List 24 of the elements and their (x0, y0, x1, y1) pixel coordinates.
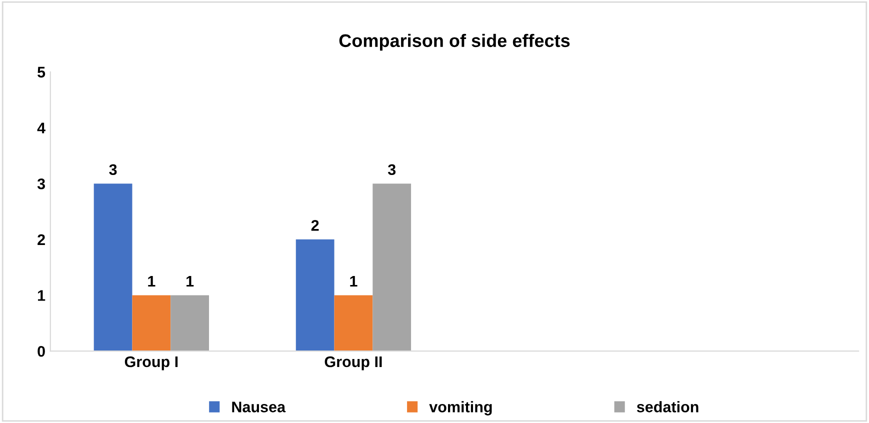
bar (334, 295, 373, 352)
y-tick-label: 5 (38, 66, 46, 78)
data-label: 2 (311, 220, 319, 231)
data-label: 1 (186, 276, 194, 287)
legend-label: vomiting (429, 401, 492, 416)
chart-title: Comparison of side effects (339, 34, 570, 51)
bar (94, 184, 132, 352)
data-label: 3 (388, 164, 396, 176)
y-tick-label: 4 (37, 122, 46, 134)
bar (296, 239, 334, 352)
y-tick-label: 3 (37, 178, 45, 190)
legend-label: sedation (636, 401, 698, 412)
data-label: 3 (109, 164, 117, 176)
bar (372, 184, 412, 352)
data-label: 1 (350, 276, 358, 287)
y-tick-label: 0 (38, 346, 45, 357)
y-tick-label: 1 (38, 290, 46, 301)
bar (132, 295, 171, 352)
y-tick-label: 2 (38, 234, 45, 245)
bar (170, 295, 210, 352)
data-label: 1 (148, 276, 156, 287)
x-tick-label: Group I (124, 356, 178, 370)
legend-label: Nausea (232, 402, 286, 412)
x-tick-label: Group II (324, 356, 382, 370)
